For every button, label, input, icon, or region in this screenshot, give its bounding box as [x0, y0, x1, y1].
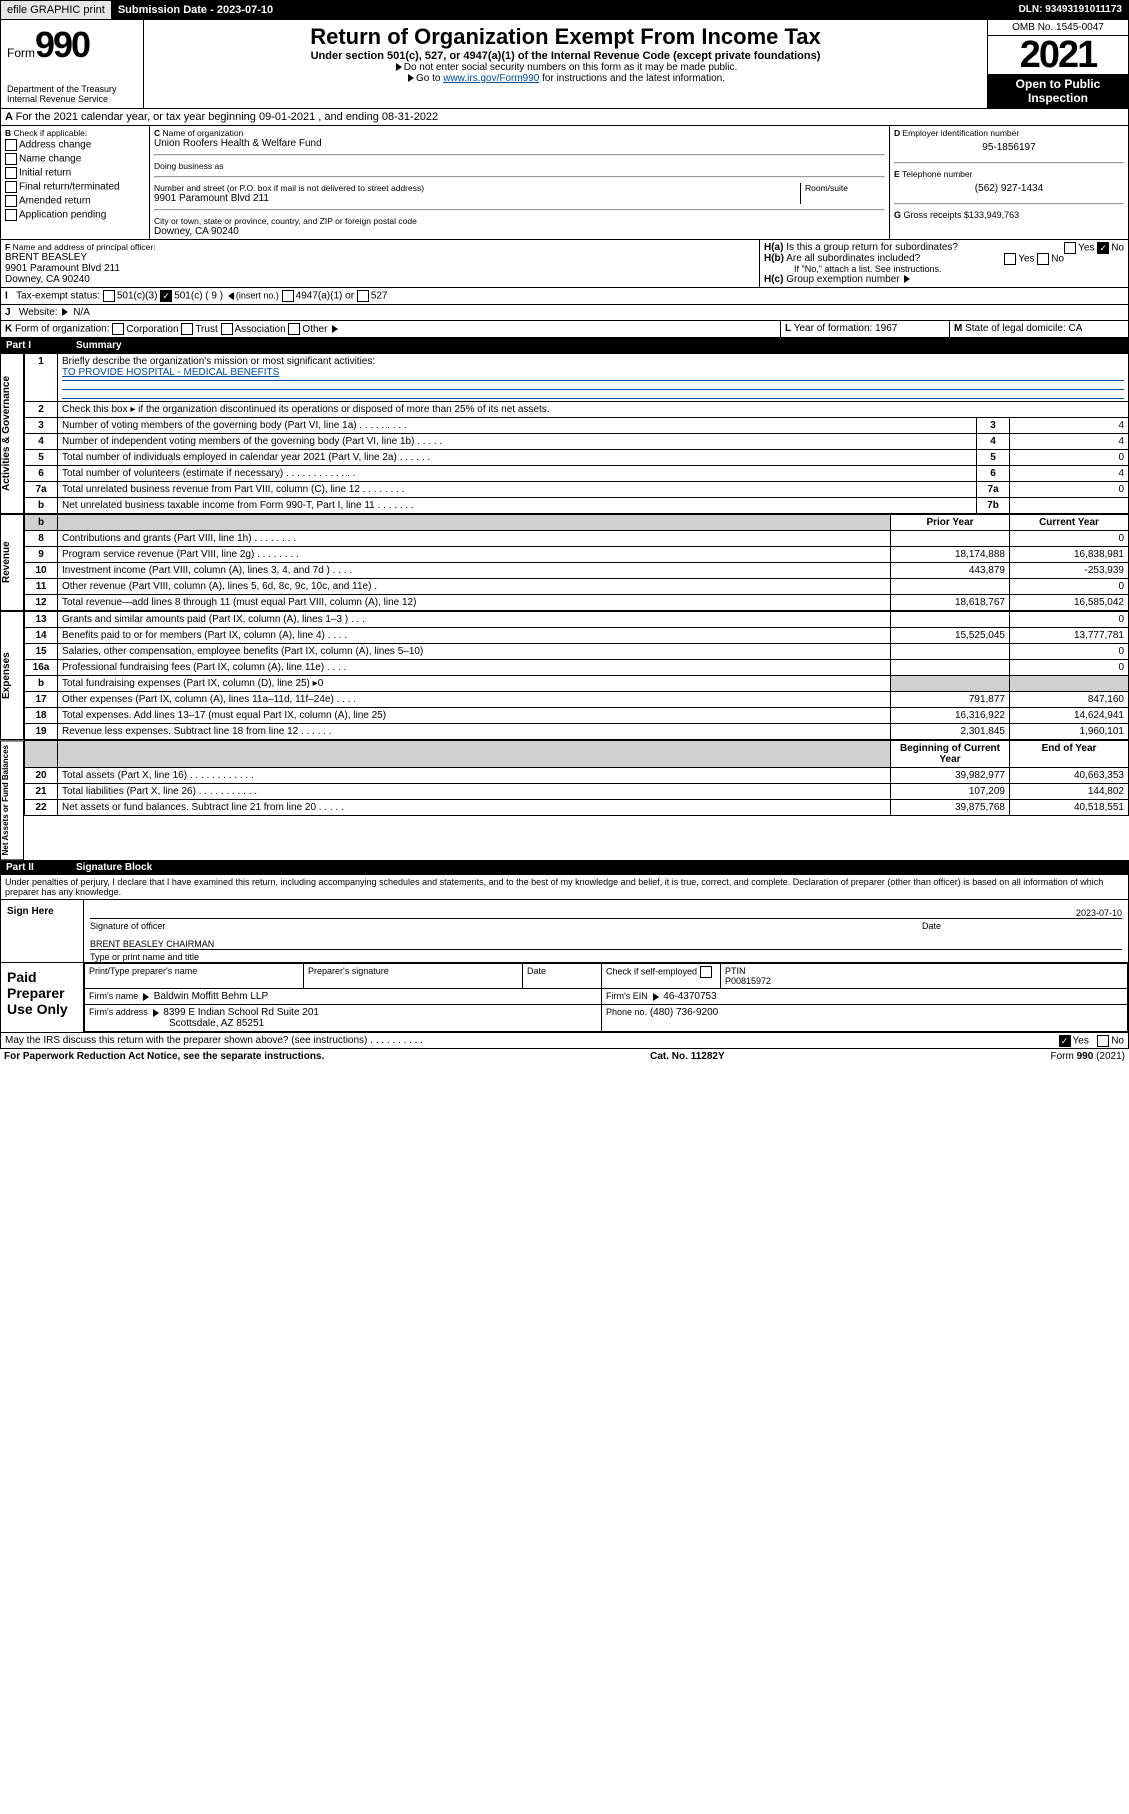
row-9: 9Program service revenue (Part VIII, lin…	[25, 547, 1129, 563]
row-22: 22Net assets or fund balances. Subtract …	[25, 800, 1129, 816]
perjury-statement: Under penalties of perjury, I declare th…	[0, 875, 1129, 900]
signer-name: BRENT BEASLEY CHAIRMAN	[90, 939, 214, 949]
row-12: 12Total revenue—add lines 8 through 11 (…	[25, 595, 1129, 611]
footer: For Paperwork Reduction Act Notice, see …	[0, 1049, 1129, 1064]
section-j: J Website: N/A	[0, 305, 1129, 321]
gross-receipts: 133,949,763	[969, 210, 1019, 220]
submission-date: Submission Date - 2023-07-10	[112, 1, 280, 19]
form-header: Form990 Department of the Treasury Inter…	[0, 20, 1129, 109]
summary-revenue: bPrior YearCurrent Year 8Contributions a…	[24, 514, 1129, 611]
row-b: bTotal fundraising expenses (Part IX, co…	[25, 676, 1129, 692]
checkbox-address-change[interactable]: Address change	[5, 138, 145, 152]
org-city: Downey, CA 90240	[154, 226, 885, 237]
part-i-header: Part ISummary	[0, 338, 1129, 353]
phone: (562) 927-1434	[894, 179, 1124, 198]
side-expenses: Expenses	[0, 611, 24, 740]
summary-governance: 1 Briefly describe the organization's mi…	[24, 353, 1129, 514]
firm-name: Baldwin Moffitt Behm LLP	[154, 991, 268, 1002]
ein: 95-1856197	[894, 138, 1124, 157]
section-b-c-d: B Check if applicable: Address changeNam…	[0, 126, 1129, 240]
gov-row-3: 3Number of voting members of the governi…	[25, 418, 1129, 434]
section-i: I Tax-exempt status: 501(c)(3) ✓501(c) (…	[0, 288, 1129, 305]
row-20: 20Total assets (Part X, line 16) . . . .…	[25, 768, 1129, 784]
part-ii-header: Part IISignature Block	[0, 860, 1129, 875]
row-19: 19Revenue less expenses. Subtract line 1…	[25, 724, 1129, 740]
side-netassets: Net Assets or Fund Balances	[0, 740, 24, 860]
irs-label: Internal Revenue Service	[7, 94, 137, 104]
section-f-h: F Name and address of principal officer:…	[0, 240, 1129, 288]
officer-city: Downey, CA 90240	[5, 274, 755, 285]
paid-preparer: Paid Preparer Use Only Print/Type prepar…	[0, 963, 1129, 1033]
summary-expenses: 13Grants and similar amounts paid (Part …	[24, 611, 1129, 740]
row-8: 8Contributions and grants (Part VIII, li…	[25, 531, 1129, 547]
top-bar: efile GRAPHIC print Submission Date - 20…	[0, 0, 1129, 20]
side-governance: Activities & Governance	[0, 353, 24, 514]
officer-addr: 9901 Paramount Blvd 211	[5, 263, 755, 274]
side-revenue: Revenue	[0, 514, 24, 611]
dept-treasury: Department of the Treasury	[7, 84, 137, 94]
firm-addr: 8399 E Indian School Rd Suite 201	[163, 1007, 319, 1018]
row-14: 14Benefits paid to or for members (Part …	[25, 628, 1129, 644]
firm-ein: 46-4370753	[663, 991, 716, 1002]
gov-row-b: bNet unrelated business taxable income f…	[25, 498, 1129, 514]
instructions-link-line: Go to www.irs.gov/Form990 for instructio…	[150, 73, 981, 84]
open-inspection: Open to Public Inspection	[988, 74, 1128, 108]
dln: DLN: 93493191011173	[1013, 1, 1128, 19]
gov-row-5: 5Total number of individuals employed in…	[25, 450, 1129, 466]
row-17: 17Other expenses (Part IX, column (A), l…	[25, 692, 1129, 708]
tax-year: 2021	[988, 36, 1128, 74]
form-title: Return of Organization Exempt From Incom…	[150, 24, 981, 50]
org-name: Union Roofers Health & Welfare Fund	[154, 138, 885, 149]
row-11: 11Other revenue (Part VIII, column (A), …	[25, 579, 1129, 595]
ssn-note: Do not enter social security numbers on …	[150, 62, 981, 73]
mission-link[interactable]: TO PROVIDE HOSPITAL - MEDICAL BENEFITS	[62, 367, 279, 378]
row-13: 13Grants and similar amounts paid (Part …	[25, 612, 1129, 628]
checkbox-amended-return[interactable]: Amended return	[5, 194, 145, 208]
gov-row-6: 6Total number of volunteers (estimate if…	[25, 466, 1129, 482]
website: N/A	[73, 307, 90, 318]
checkbox-name-change[interactable]: Name change	[5, 152, 145, 166]
ptin: P00815972	[725, 976, 771, 986]
instructions-link[interactable]: www.irs.gov/Form990	[443, 73, 539, 84]
sign-date: 2023-07-10	[1076, 908, 1122, 918]
gov-row-7a: 7aTotal unrelated business revenue from …	[25, 482, 1129, 498]
row-18: 18Total expenses. Add lines 13–17 (must …	[25, 708, 1129, 724]
sign-here: Sign Here 2023-07-10 Signature of office…	[0, 900, 1129, 963]
officer-name: BRENT BEASLEY	[5, 252, 755, 263]
section-k-l-m: K Form of organization: Corporation Trus…	[0, 321, 1129, 338]
form-subtitle: Under section 501(c), 527, or 4947(a)(1)…	[150, 50, 981, 62]
row-10: 10Investment income (Part VIII, column (…	[25, 563, 1129, 579]
checkbox-final-return-terminated[interactable]: Final return/terminated	[5, 180, 145, 194]
section-a: A For the 2021 calendar year, or tax yea…	[0, 109, 1129, 126]
form-number: Form990	[7, 24, 137, 66]
org-address: 9901 Paramount Blvd 211	[154, 193, 800, 204]
gov-row-4: 4Number of independent voting members of…	[25, 434, 1129, 450]
summary-netassets: Beginning of Current YearEnd of Year 20T…	[24, 740, 1129, 816]
checkbox-application-pending[interactable]: Application pending	[5, 208, 145, 222]
state-domicile: CA	[1069, 323, 1083, 334]
row-16a: 16aProfessional fundraising fees (Part I…	[25, 660, 1129, 676]
row-21: 21Total liabilities (Part X, line 26) . …	[25, 784, 1129, 800]
row-15: 15Salaries, other compensation, employee…	[25, 644, 1129, 660]
checkbox-initial-return[interactable]: Initial return	[5, 166, 145, 180]
year-formation: 1967	[875, 323, 897, 334]
discuss-row: May the IRS discuss this return with the…	[0, 1033, 1129, 1049]
efile-print-button[interactable]: efile GRAPHIC print	[1, 1, 112, 19]
firm-phone: (480) 736-9200	[650, 1007, 718, 1018]
